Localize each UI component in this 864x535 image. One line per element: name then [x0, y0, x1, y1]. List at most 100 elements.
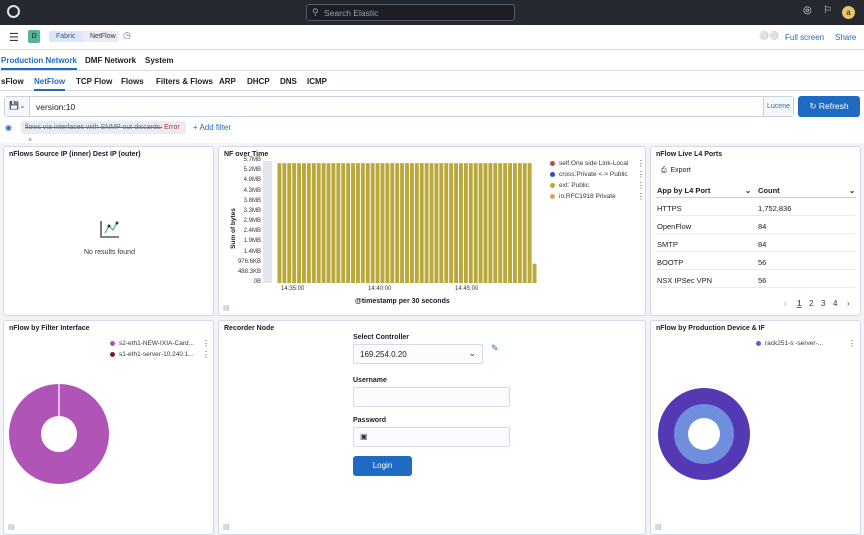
- chart-bar[interactable]: [395, 163, 400, 283]
- chart-bar[interactable]: [503, 163, 508, 283]
- chart-bar[interactable]: [360, 163, 365, 283]
- sort-icon[interactable]: ⌄: [849, 186, 856, 195]
- filter-options-icon[interactable]: ◉: [5, 123, 12, 132]
- space-badge[interactable]: D: [28, 30, 40, 43]
- chart-bar[interactable]: [532, 263, 537, 283]
- chart-bar[interactable]: [419, 163, 424, 283]
- tab-filters-flows[interactable]: Filters & Flows: [156, 77, 213, 86]
- query-input[interactable]: 💾⌄ version:10 Lucene: [4, 96, 794, 117]
- chart-bar[interactable]: [316, 163, 321, 283]
- refresh-button[interactable]: ↻ Refresh: [798, 96, 860, 117]
- more-icon[interactable]: ⋮: [637, 192, 645, 201]
- more-icon[interactable]: ⋮: [202, 339, 210, 348]
- chart-bar[interactable]: [292, 163, 297, 283]
- tab-dhcp[interactable]: DHCP: [247, 77, 270, 86]
- chart-bar[interactable]: [336, 163, 341, 283]
- page-link[interactable]: 1: [797, 299, 802, 308]
- chart-bar[interactable]: [468, 163, 473, 283]
- legend-item[interactable]: rack251-s -server-...: [756, 340, 823, 347]
- panel-options-icon[interactable]: ▤: [223, 305, 230, 312]
- prev-page-icon[interactable]: ‹: [784, 299, 787, 308]
- filter-pill[interactable]: flows via interfaces with SNMP out disca…: [21, 121, 186, 144]
- chart-bar[interactable]: [297, 163, 302, 283]
- glasses-icon[interactable]: ⚪⚪: [759, 31, 779, 40]
- elastic-logo-icon[interactable]: [7, 5, 20, 18]
- chart-bar[interactable]: [277, 163, 282, 283]
- chart-bar[interactable]: [326, 163, 331, 283]
- share-link[interactable]: Share: [835, 33, 857, 42]
- export-button[interactable]: ⎙ Export: [661, 167, 691, 174]
- tab-tcp-flow[interactable]: TCP Flow: [76, 77, 113, 86]
- col-app-by-port[interactable]: App by L4 Port: [657, 186, 711, 195]
- chart-bar[interactable]: [459, 163, 463, 283]
- panel-options-icon[interactable]: ▤: [8, 524, 15, 531]
- search-input[interactable]: ⚲ Search Elastic: [306, 4, 515, 21]
- chart-bar[interactable]: [282, 163, 287, 283]
- chart-bar[interactable]: [351, 163, 355, 283]
- chart-bar[interactable]: [380, 163, 385, 283]
- breadcrumb-fabric[interactable]: Fabric: [49, 31, 87, 42]
- chart-bar[interactable]: [400, 163, 405, 283]
- chart-bar[interactable]: [444, 163, 449, 283]
- tab-netflow[interactable]: NetFlow: [34, 77, 66, 91]
- legend-item[interactable]: cross:Private <-> Public: [550, 171, 628, 178]
- chart-bar[interactable]: [439, 163, 444, 283]
- chart-bar[interactable]: [488, 163, 493, 283]
- chart-bar[interactable]: [483, 163, 488, 283]
- full-screen-link[interactable]: Full screen: [785, 33, 825, 42]
- more-icon[interactable]: ⋮: [637, 181, 645, 190]
- tab-production-network[interactable]: Production Network: [1, 56, 78, 70]
- chart-bar[interactable]: [355, 163, 360, 283]
- chart-bar[interactable]: [375, 163, 380, 283]
- tab-dns[interactable]: DNS: [280, 77, 297, 86]
- chart-bar[interactable]: [527, 163, 532, 283]
- next-page-icon[interactable]: ›: [847, 299, 850, 308]
- login-button[interactable]: Login: [353, 456, 412, 476]
- add-filter-button[interactable]: + Add filter: [193, 123, 232, 132]
- chart-bar[interactable]: [493, 163, 498, 283]
- chart-bar[interactable]: [321, 163, 326, 283]
- edit-icon[interactable]: ✎: [491, 343, 499, 353]
- chart-bar[interactable]: [302, 163, 306, 283]
- chart-bar[interactable]: [449, 163, 454, 283]
- help-icon[interactable]: ◎: [803, 5, 812, 16]
- legend-item[interactable]: ext: Public: [550, 182, 589, 189]
- chart-bar[interactable]: [508, 163, 512, 283]
- chart-bar[interactable]: [390, 163, 395, 283]
- tab-dmf-network[interactable]: DMF Network: [85, 56, 137, 65]
- chart-bar[interactable]: [311, 163, 316, 283]
- chart-bar[interactable]: [405, 163, 409, 283]
- more-icon[interactable]: ⋮: [637, 159, 645, 168]
- history-icon[interactable]: ◷: [123, 30, 131, 40]
- menu-icon[interactable]: ☰: [9, 32, 19, 44]
- password-field[interactable]: ▣: [353, 427, 510, 447]
- chart-bar[interactable]: [414, 163, 419, 283]
- chart-bar[interactable]: [306, 163, 311, 283]
- chart-bar[interactable]: [512, 163, 517, 283]
- legend-item[interactable]: self:One side Link-Local: [550, 160, 628, 167]
- chart-bar[interactable]: [409, 163, 414, 283]
- chart-bar[interactable]: [424, 163, 429, 283]
- chart-bar[interactable]: [478, 163, 483, 283]
- chart-bar[interactable]: [473, 163, 478, 283]
- more-icon[interactable]: ⋮: [848, 339, 856, 348]
- chart-bar[interactable]: [463, 163, 468, 283]
- controller-select[interactable]: 169.254.0.20 ⌄: [353, 344, 483, 364]
- panel-options-icon[interactable]: ▤: [655, 524, 662, 531]
- tab-arp[interactable]: ARP: [219, 77, 236, 86]
- tab-flows[interactable]: Flows: [121, 77, 144, 86]
- sort-icon[interactable]: ⌄: [745, 186, 752, 195]
- username-field[interactable]: [353, 387, 510, 407]
- avatar[interactable]: a: [842, 6, 855, 19]
- page-link[interactable]: 3: [821, 299, 826, 308]
- more-icon[interactable]: ⋮: [637, 170, 645, 179]
- col-count[interactable]: Count: [758, 186, 780, 195]
- chart-bar[interactable]: [498, 163, 503, 283]
- chart-bar[interactable]: [434, 163, 439, 283]
- legend-item[interactable]: in:RFC1918 Private: [550, 193, 616, 200]
- chart-bar[interactable]: [522, 163, 527, 283]
- query-language-button[interactable]: Lucene: [763, 97, 793, 116]
- tab-system[interactable]: System: [145, 56, 174, 65]
- tab-icmp[interactable]: ICMP: [307, 77, 327, 86]
- chart-bar[interactable]: [517, 163, 522, 283]
